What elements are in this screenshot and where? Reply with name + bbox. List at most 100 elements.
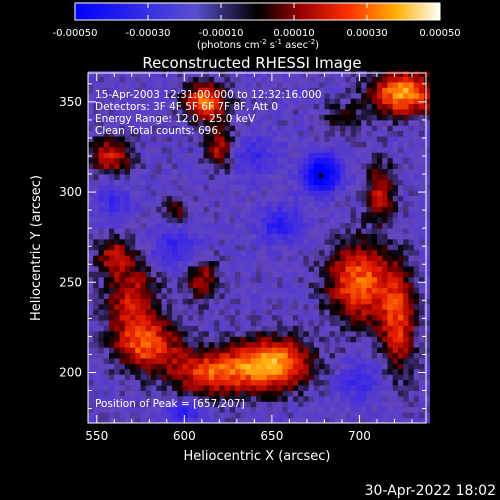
heatmap-cell [256, 174, 262, 180]
heatmap-cell [214, 179, 220, 186]
heatmap-cell [229, 228, 236, 234]
heatmap-cell [166, 168, 173, 175]
heatmap-cell [88, 76, 94, 83]
heatmap-cell [208, 293, 215, 299]
heatmap-cell [308, 103, 315, 110]
heatmap-cell [261, 244, 268, 251]
heatmap-cell [177, 109, 183, 115]
heatmap-cell [287, 71, 294, 78]
heatmap-cell [103, 222, 110, 229]
heatmap-cell [203, 412, 210, 418]
heatmap-cell [250, 201, 257, 207]
heatmap-cell [287, 228, 294, 234]
heatmap-cell [119, 368, 126, 375]
heatmap-cell [229, 190, 236, 197]
heatmap-cell [208, 98, 215, 105]
heatmap-cell [298, 152, 304, 159]
heatmap-cell [292, 103, 299, 110]
heatmap-cell [334, 98, 341, 105]
heatmap-cell [329, 385, 336, 391]
heatmap-cell [114, 401, 120, 408]
heatmap-cell [250, 260, 257, 267]
heatmap-cell [271, 309, 278, 316]
heatmap-cell [413, 163, 420, 170]
heatmap-cell [376, 374, 383, 381]
heatmap-cell [329, 136, 336, 142]
heatmap-cell [350, 163, 357, 170]
heatmap-cell [392, 114, 399, 121]
heatmap-cell [214, 190, 220, 197]
heatmap-cell [240, 298, 247, 305]
heatmap-cell [219, 347, 225, 354]
heatmap-cell [203, 141, 210, 148]
heatmap-cell [371, 228, 378, 234]
heatmap-cell [366, 109, 373, 115]
heatmap-cell [98, 298, 105, 305]
heatmap-cell [219, 303, 225, 310]
heatmap-cell [229, 276, 236, 283]
heatmap-cell [250, 206, 257, 213]
heatmap-cell [240, 412, 247, 418]
heatmap-cell [98, 179, 105, 186]
heatmap-cell [303, 103, 310, 110]
heatmap-cell [256, 98, 262, 105]
heatmap-cell [135, 82, 141, 88]
heatmap-cell [250, 412, 257, 418]
heatmap-cell [355, 82, 362, 88]
heatmap-cell [229, 417, 236, 424]
heatmap-cell [240, 136, 247, 142]
heatmap-cell [245, 152, 252, 159]
heatmap-cell [340, 109, 346, 115]
heatmap-cell [88, 271, 94, 278]
heatmap-cell [198, 222, 204, 229]
heatmap-cell [308, 417, 315, 424]
heatmap-cell [340, 71, 346, 78]
heatmap-cell [124, 282, 131, 289]
heatmap-cell [418, 298, 425, 305]
heatmap-cell [156, 401, 162, 408]
heatmap-cell [140, 195, 147, 202]
heatmap-cell [282, 412, 289, 418]
heatmap-cell [130, 98, 136, 105]
heatmap-cell [219, 293, 225, 299]
heatmap-cell [256, 168, 262, 175]
heatmap-cell [324, 168, 331, 175]
heatmap-cell [151, 238, 157, 245]
heatmap-cell [88, 114, 94, 121]
heatmap-cell [187, 179, 194, 186]
heatmap-cell [93, 217, 99, 224]
heatmap-cell [324, 352, 331, 359]
heatmap-cell [156, 244, 162, 251]
heatmap-cell [340, 201, 346, 207]
heatmap-cell [161, 238, 168, 245]
heatmap-cell [124, 98, 131, 105]
heatmap-cell [182, 217, 189, 224]
heatmap-cell [250, 352, 257, 359]
heatmap-cell [203, 179, 210, 186]
heatmap-cell [392, 168, 399, 175]
heatmap-cell [161, 287, 168, 294]
heatmap-cell [109, 358, 115, 364]
heatmap-cell [266, 276, 273, 283]
heatmap-cell [135, 395, 141, 402]
heatmap-cell [324, 119, 331, 126]
colorbar [75, 3, 440, 20]
heatmap-cell [277, 401, 283, 408]
heatmap-cell [376, 103, 383, 110]
heatmap-cell [98, 211, 105, 218]
heatmap-cell [109, 206, 115, 213]
heatmap-cell [88, 136, 94, 142]
heatmap-cell [135, 406, 141, 413]
heatmap-cell [340, 82, 346, 88]
heatmap-cell [303, 125, 310, 132]
heatmap-cell [319, 184, 325, 191]
heatmap-cell [193, 92, 199, 99]
heatmap-cell [235, 71, 241, 78]
heatmap-cell [277, 157, 283, 164]
heatmap-cell [382, 152, 388, 159]
heatmap-cell [98, 320, 105, 326]
heatmap-cell [193, 320, 199, 326]
heatmap-cell [124, 406, 131, 413]
heatmap-cell [266, 141, 273, 148]
heatmap-cell [103, 211, 110, 218]
